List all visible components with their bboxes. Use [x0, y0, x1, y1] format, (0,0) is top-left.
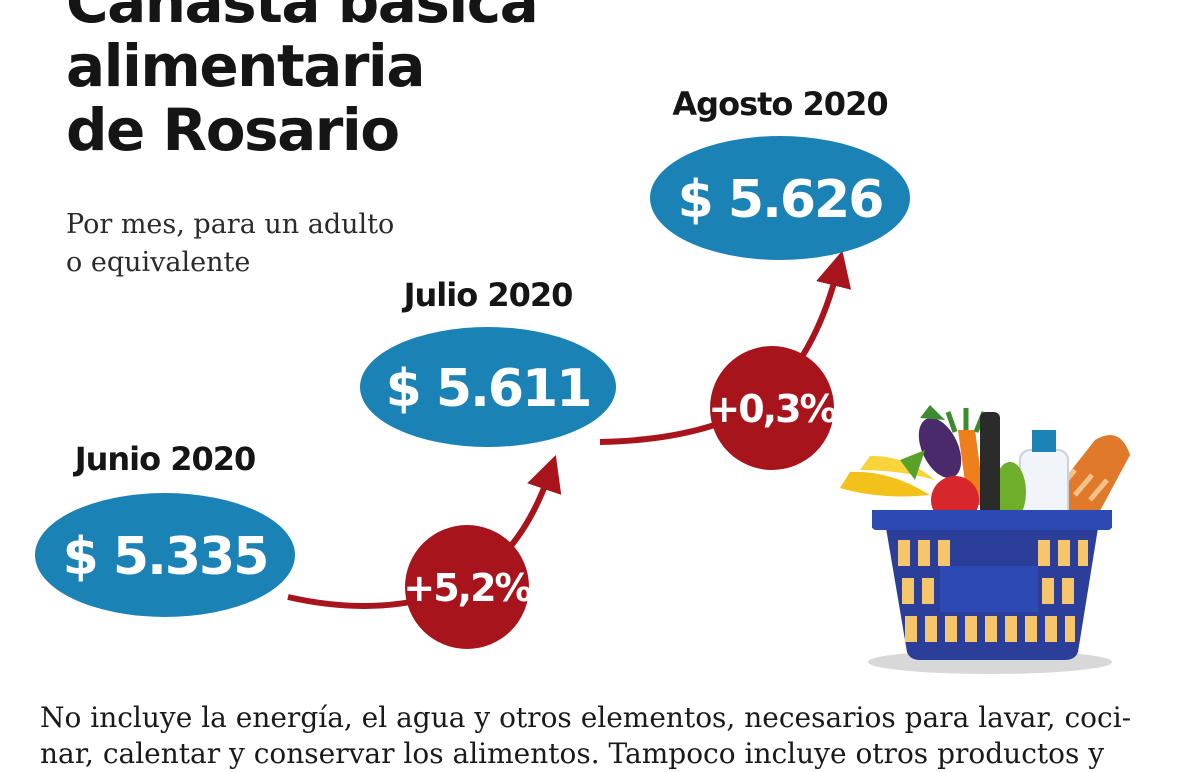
footnote-line: No incluye la energía, el agua y otros e… [40, 701, 1132, 734]
subtitle: Por mes, para un adulto o equivalente [66, 206, 394, 282]
month-label: Agosto 2020 [672, 85, 887, 123]
change-circle [405, 525, 529, 649]
value-ellipse [35, 493, 295, 617]
footnote: No incluye la energía, el agua y otros e… [40, 700, 1190, 772]
title-line: Canasta básica [66, 0, 539, 36]
value-ellipse [360, 327, 616, 447]
shopping-basket-icon [840, 405, 1130, 674]
value-label: $ 5.626 [678, 170, 883, 230]
change-label: +5,2% [403, 566, 531, 610]
title-line: alimentaria [66, 32, 425, 100]
page-title: Canasta básica alimentaria de Rosario [66, 0, 539, 164]
change-circle [710, 346, 834, 470]
title-line: de Rosario [66, 96, 400, 164]
value-label: $ 5.611 [386, 359, 591, 419]
subtitle-line: o equivalente [66, 247, 251, 278]
subtitle-line: Por mes, para un adulto [66, 209, 395, 240]
change-label: +0,3% [708, 387, 836, 431]
month-label: Julio 2020 [402, 276, 573, 314]
value-label: $ 5.335 [63, 527, 268, 587]
value-ellipse [650, 136, 910, 260]
footnote-line: nar, calentar y conservar los alimentos.… [40, 737, 1105, 770]
month-label: Junio 2020 [73, 440, 256, 478]
price-chart: +5,2% +0,3% Junio 2020 $ 5.335 Julio 2020 $ … [35, 85, 1130, 674]
